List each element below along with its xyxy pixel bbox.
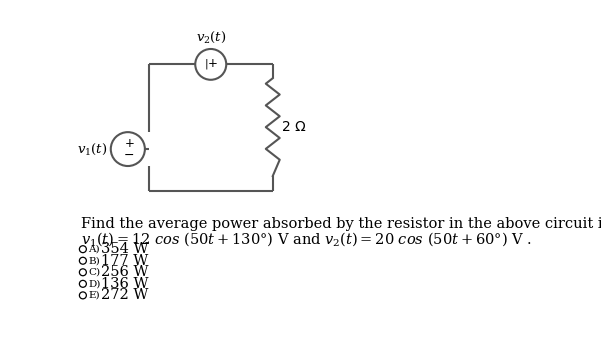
Text: 256 W: 256 W (101, 265, 148, 279)
Text: Find the average power absorbed by the resistor in the above circuit if: Find the average power absorbed by the r… (81, 217, 601, 231)
Text: −: − (123, 149, 134, 162)
Text: A): A) (88, 245, 100, 254)
Text: C): C) (88, 268, 100, 277)
Text: 136 W: 136 W (101, 277, 148, 291)
Text: $v_1(t)$: $v_1(t)$ (78, 141, 108, 157)
Text: +: + (208, 57, 218, 70)
Text: $v_1(t) = 12\ cos\ (50t + 130°)\ \mathrm{V\ and}\ v_2(t) = 20\ cos\ (50t + 60°)\: $v_1(t) = 12\ cos\ (50t + 130°)\ \mathrm… (81, 231, 532, 248)
Text: |: | (205, 58, 209, 69)
Text: D): D) (88, 279, 101, 288)
Text: B): B) (88, 256, 100, 265)
Text: 354 W: 354 W (101, 242, 148, 256)
Text: E): E) (88, 291, 100, 300)
Text: +: + (124, 137, 134, 150)
Text: 272 W: 272 W (101, 288, 148, 302)
Text: 177 W: 177 W (101, 254, 148, 268)
Text: 2 Ω: 2 Ω (282, 120, 306, 134)
Text: $v_2(t)$: $v_2(t)$ (195, 30, 226, 45)
